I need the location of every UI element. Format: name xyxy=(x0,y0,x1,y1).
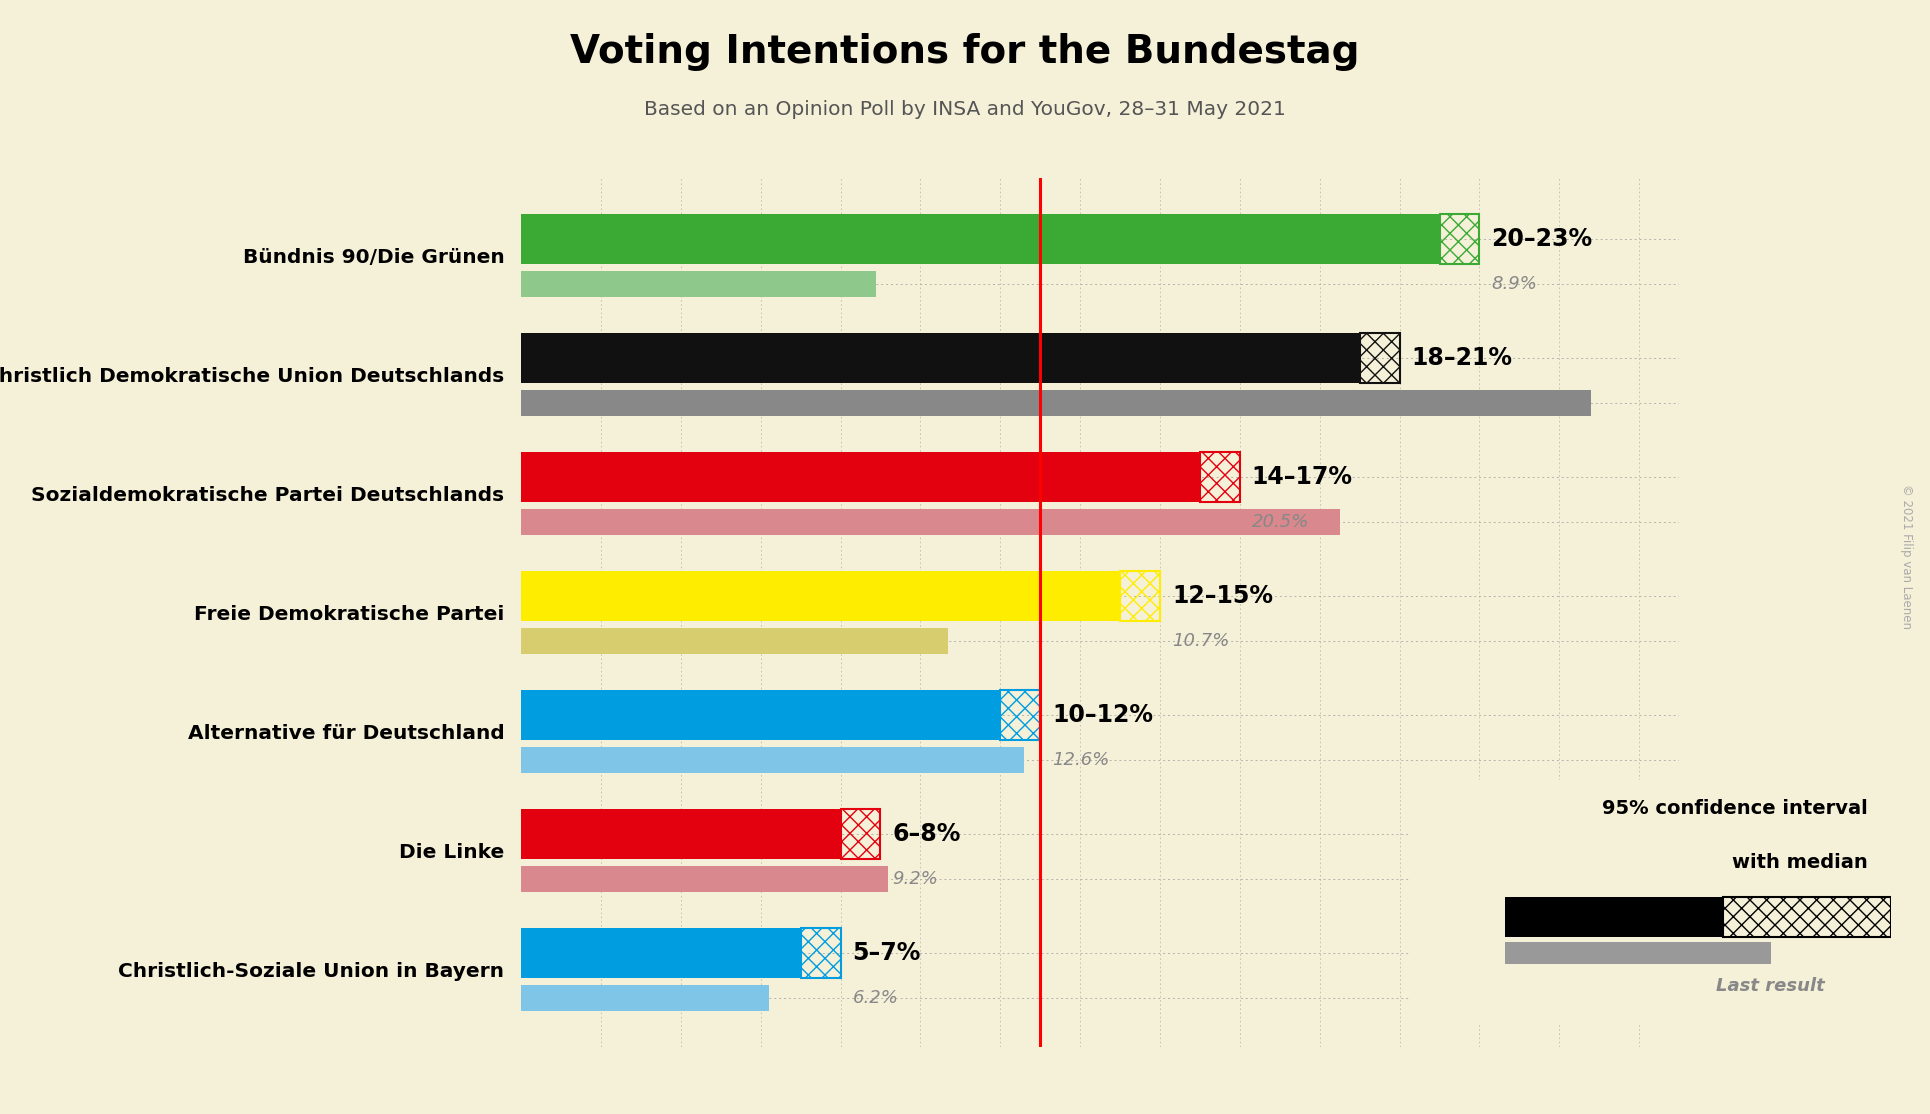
Text: 20–23%: 20–23% xyxy=(1492,227,1592,251)
Text: 6.2%: 6.2% xyxy=(853,989,897,1007)
Text: Voting Intentions for the Bundestag: Voting Intentions for the Bundestag xyxy=(569,33,1361,71)
Text: 12–15%: 12–15% xyxy=(1172,584,1274,608)
Bar xyxy=(521,928,801,978)
Bar xyxy=(521,509,1339,536)
Bar xyxy=(1000,690,1040,740)
Text: 9.2%: 9.2% xyxy=(892,870,938,888)
Bar xyxy=(521,867,888,892)
Text: 18–21%: 18–21% xyxy=(1411,346,1513,370)
Bar xyxy=(521,333,1359,383)
Text: © 2021 Filip van Laenen: © 2021 Filip van Laenen xyxy=(1901,485,1913,629)
Text: 26.8%: 26.8% xyxy=(1411,394,1469,412)
Bar xyxy=(801,928,841,978)
Bar xyxy=(521,690,1000,740)
Text: 20.5%: 20.5% xyxy=(1253,514,1309,531)
Bar xyxy=(1505,941,1770,964)
Text: Last result: Last result xyxy=(1716,977,1826,995)
Bar xyxy=(521,214,1440,264)
Bar xyxy=(1359,333,1399,383)
Bar xyxy=(521,747,1025,773)
Text: 8.9%: 8.9% xyxy=(1492,275,1538,293)
Bar xyxy=(1440,214,1480,264)
Text: 12.6%: 12.6% xyxy=(1052,751,1110,770)
Text: Based on an Opinion Poll by INSA and YouGov, 28–31 May 2021: Based on an Opinion Poll by INSA and You… xyxy=(645,100,1285,119)
Bar xyxy=(1119,571,1160,620)
Bar xyxy=(521,985,768,1012)
Bar xyxy=(521,452,1200,502)
Text: 5–7%: 5–7% xyxy=(853,941,921,965)
Bar xyxy=(1505,898,1722,937)
Bar xyxy=(521,571,1119,620)
Bar xyxy=(521,628,948,654)
Text: 10–12%: 10–12% xyxy=(1052,703,1154,727)
Text: with median: with median xyxy=(1731,853,1866,872)
Bar xyxy=(521,809,841,859)
Text: 10.7%: 10.7% xyxy=(1172,633,1229,651)
Bar xyxy=(1200,452,1239,502)
Text: 14–17%: 14–17% xyxy=(1253,465,1353,489)
Bar xyxy=(521,271,876,297)
Bar xyxy=(1722,898,1891,937)
Bar xyxy=(521,390,1590,417)
Text: 95% confidence interval: 95% confidence interval xyxy=(1602,800,1866,819)
Text: 6–8%: 6–8% xyxy=(892,822,961,847)
Bar xyxy=(841,809,880,859)
